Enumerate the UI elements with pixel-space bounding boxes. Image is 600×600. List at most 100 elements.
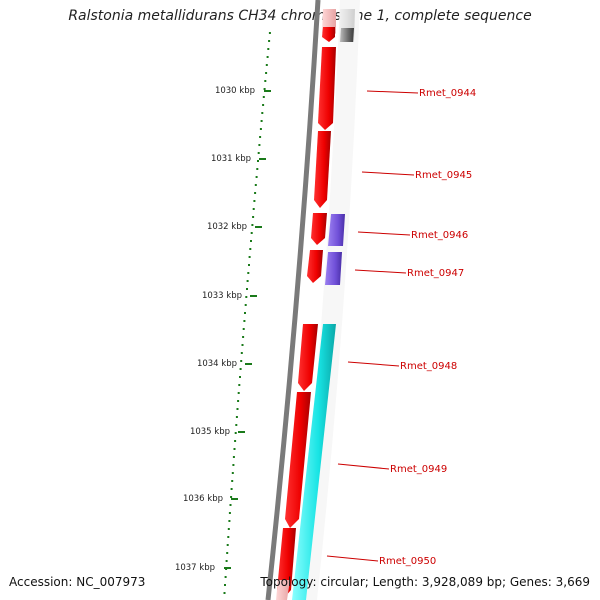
dotted-track-left	[236, 408, 239, 410]
leader-rmet-0944	[366, 90, 419, 94]
dotted-track-left	[237, 400, 240, 402]
gene-features	[276, 9, 355, 600]
dotted-track-left	[254, 192, 257, 194]
dotted-track-left	[234, 440, 237, 442]
dotted-track-left	[232, 456, 235, 458]
dotted-track-left	[224, 576, 227, 578]
dotted-track-left	[243, 320, 246, 322]
gene-feature-rmet-0946	[311, 213, 327, 245]
leader-rmet-0948	[347, 361, 400, 367]
dotted-track-left	[246, 288, 248, 290]
gene-label-rmet-0950: Rmet_0950	[379, 556, 436, 567]
dotted-track-left	[252, 208, 255, 210]
gene-feature-rmet-0949	[285, 392, 311, 528]
dotted-track-left	[228, 512, 231, 514]
scale-ticks	[224, 90, 271, 569]
dotted-track-left	[237, 392, 240, 394]
dotted-track-left	[248, 256, 251, 258]
dotted-track-left	[244, 312, 246, 314]
dotted-track-left	[268, 32, 271, 34]
scale-tick-labels: 1030 kbp 1031 kbp 1032 kbp 1033 kbp 1034…	[175, 86, 255, 573]
dotted-track-left	[230, 488, 233, 490]
gene-feature-gray	[340, 28, 354, 42]
gene-feature-cyan	[292, 324, 336, 600]
dotted-track-left	[235, 416, 238, 418]
dotted-track-left	[242, 336, 245, 338]
dotted-track-left	[263, 88, 266, 90]
dotted-track-left	[253, 200, 256, 202]
dotted-track-left	[258, 144, 261, 146]
dotted-track-left	[245, 296, 248, 298]
leader-rmet-0945	[361, 171, 415, 176]
scale-label-1031: 1031 kbp	[211, 154, 251, 164]
dotted-track-left	[227, 528, 230, 530]
dotted-track-left	[229, 504, 232, 506]
dotted-track-left	[223, 592, 226, 594]
dotted-track-left	[257, 152, 260, 154]
gene-feature-rmet-0946-purple	[328, 214, 345, 246]
dotted-track-left	[260, 120, 263, 122]
dotted-track-left	[264, 80, 267, 82]
scale-label-1033: 1033 kbp	[202, 291, 242, 301]
dotted-track-left	[249, 248, 252, 250]
leader-rmet-0946	[357, 231, 411, 236]
gene-feature-red-top	[322, 27, 335, 42]
dotted-track-left	[255, 176, 258, 178]
dotted-track-left	[261, 112, 264, 114]
gene-feature-rmet-0944	[318, 47, 336, 130]
dotted-track-left	[259, 136, 262, 138]
dotted-track-left	[268, 40, 271, 42]
dotted-track-left	[256, 168, 259, 170]
topology-text: Topology: circular; Length: 3,928,089 bp…	[260, 575, 590, 589]
dotted-track-left	[234, 432, 237, 434]
dotted-track-left	[265, 72, 268, 74]
gene-feature-rmet-0947-purple	[325, 252, 342, 285]
dotted-track-left	[232, 464, 235, 466]
gene-label-rmet-0945: Rmet_0945	[415, 170, 472, 181]
scale-label-1036: 1036 kbp	[183, 494, 223, 504]
dotted-track-left	[242, 328, 245, 330]
leader-rmet-0947	[354, 269, 407, 274]
gene-feature-rmet-0945	[314, 131, 331, 208]
scale-label-1035: 1035 kbp	[190, 427, 230, 437]
dotted-track-left	[225, 560, 228, 562]
dotted-track-left	[262, 96, 265, 98]
accession-text: Accession: NC_007973	[9, 575, 146, 589]
gene-feature-rmet-0948	[298, 324, 318, 391]
map-title: Ralstonia metallidurans CH34 chromosome …	[68, 8, 532, 24]
dotted-track-left	[251, 224, 254, 226]
dotted-track-left	[238, 384, 241, 386]
dotted-track-left	[233, 448, 236, 450]
gene-feature-rmet-0947	[307, 250, 323, 283]
gene-feature-pink-bottom	[276, 580, 290, 600]
dotted-track-left	[226, 544, 229, 546]
dotted-track-left	[240, 360, 243, 362]
backbone-line	[265, 0, 321, 600]
dotted-track-left	[241, 344, 244, 346]
dotted-track-left	[231, 480, 234, 482]
dotted-track-left	[240, 352, 243, 354]
gene-labels: Rmet_0944 Rmet_0945 Rmet_0946 Rmet_0947 …	[379, 88, 476, 567]
dotted-track-left	[254, 184, 257, 186]
dotted-track-left	[267, 48, 270, 50]
dotted-track-left	[262, 104, 265, 106]
dotted-track-left	[228, 520, 231, 522]
scale-label-1037: 1037 kbp	[175, 563, 215, 573]
dotted-track-left	[250, 240, 252, 242]
dotted-track-left	[250, 232, 253, 234]
dotted-track-left	[244, 304, 247, 306]
dotted-track-left	[231, 472, 234, 474]
dotted-track-left	[224, 584, 226, 586]
gene-label-lines	[326, 90, 419, 562]
dotted-track-left	[226, 552, 229, 554]
dotted-track-left	[235, 424, 238, 426]
dotted-track-left	[239, 376, 241, 378]
gene-label-rmet-0948: Rmet_0948	[400, 361, 457, 372]
scale-label-1034: 1034 kbp	[197, 359, 237, 369]
dotted-track-left	[246, 280, 249, 282]
gene-label-rmet-0947: Rmet_0947	[407, 268, 464, 279]
dotted-track-left	[252, 216, 255, 218]
gene-label-rmet-0949: Rmet_0949	[390, 464, 447, 475]
